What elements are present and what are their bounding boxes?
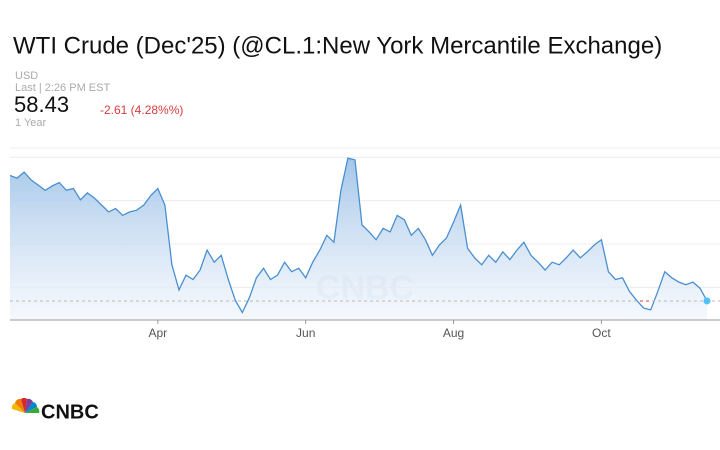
range: 1 Year [15,117,47,129]
chart-title: WTI Crude (Dec'25) (@CL.1:New York Merca… [13,32,662,59]
change: -2.61 (4.28%%) [100,103,183,117]
last-point [703,297,711,305]
x-tick-label: Oct [592,326,611,340]
x-tick-label: Jun [296,326,315,340]
last-time: Last | 2:26 PM EST [15,82,110,94]
x-tick-label: Aug [443,326,464,340]
logo: CNBC [41,401,99,423]
logo-icon [11,398,40,413]
currency: USD [15,70,38,82]
line [9,157,708,314]
price: 58.43 [14,92,69,117]
x-tick-label: Apr [149,326,168,340]
plot-area: CNBCAprJunAugOct [9,147,720,340]
area [10,158,707,320]
